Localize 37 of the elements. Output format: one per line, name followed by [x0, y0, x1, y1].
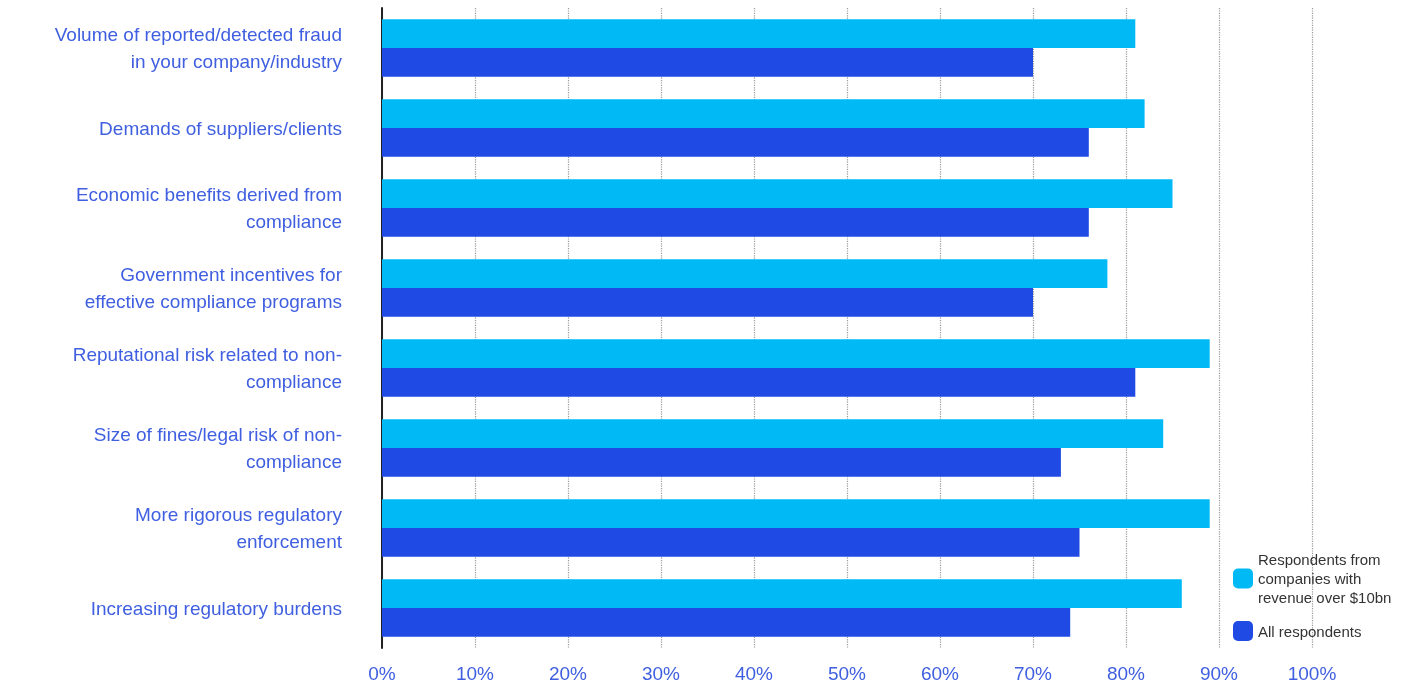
x-tick-label: 60%	[920, 663, 960, 684]
y-tick-label: More rigorous regulatory enforcement	[135, 504, 343, 552]
bar	[382, 368, 1136, 397]
bar	[382, 128, 1089, 157]
y-tick-label: Size of fines/legal risk of non- compliance	[93, 424, 342, 472]
x-tick-label: 50%	[827, 663, 867, 684]
bar	[382, 499, 1210, 528]
x-tick-label: 100%	[1287, 663, 1337, 684]
bar	[382, 339, 1210, 368]
bar	[382, 259, 1108, 288]
y-tick-label: Increasing regulatory burdens	[90, 597, 342, 619]
x-tick-label: 20%	[548, 663, 588, 684]
x-tick-label: 40%	[734, 663, 774, 684]
legend-label: All respondents	[1258, 622, 1362, 640]
x-tick-label: 30%	[641, 663, 681, 684]
x-tick-label: 70%	[1013, 663, 1053, 684]
x-tick-label: 90%	[1199, 663, 1239, 684]
legend-label: Respondents from companies with revenue over $10bn	[1258, 551, 1392, 606]
bar	[382, 579, 1182, 608]
bar	[382, 288, 1033, 317]
bar	[382, 528, 1080, 557]
x-tick-label: 80%	[1106, 663, 1146, 684]
bar	[382, 99, 1145, 128]
y-tick-label: Volume of reported/detected fraud in your company/industry	[54, 24, 343, 72]
bar	[382, 48, 1033, 77]
bar	[382, 208, 1089, 237]
bar	[382, 19, 1136, 48]
bar	[382, 179, 1173, 208]
y-tick-label: Demands of suppliers/clients	[99, 117, 342, 139]
y-tick-label: Economic benefits derived from compliance	[75, 184, 342, 232]
bar	[382, 448, 1061, 477]
y-tick-label: Government incentives for effective compliance programs	[84, 264, 343, 312]
x-tick-label: 10%	[455, 663, 495, 684]
y-tick-label: Reputational risk related to non- compliance	[72, 344, 342, 392]
bar	[382, 419, 1164, 448]
bar	[382, 608, 1071, 637]
x-tick-label: 0%	[368, 663, 396, 684]
